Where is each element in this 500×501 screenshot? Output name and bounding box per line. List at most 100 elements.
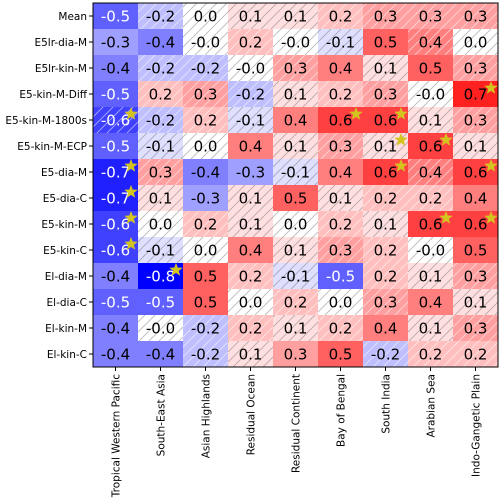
- cell-value-label: 0.1: [374, 216, 398, 234]
- cell-value-label: 0.0: [194, 8, 218, 26]
- cell-value-label: 0.0: [329, 294, 353, 312]
- cell-value-label: -0.4: [101, 60, 130, 78]
- significance-star: [394, 106, 408, 120]
- cell-value-label: 0.6: [464, 164, 488, 182]
- hatch-mark: [408, 341, 453, 367]
- heatmap-cell: [228, 237, 273, 263]
- heatmap-cell: [93, 29, 138, 55]
- cell-value-label: 0.6: [329, 112, 353, 130]
- hatch-mark: [318, 185, 363, 211]
- cell-value-label: -0.6: [101, 242, 130, 260]
- significance-star: [394, 132, 408, 146]
- row-labels: Mean E5lr-dia-M E5lr-kin-M E5-kin-M-Diff E5-…: [5, 11, 93, 361]
- cell-value-label: 0.0: [194, 242, 218, 260]
- hatch-mark: [183, 81, 228, 107]
- cell-value-label: 0.1: [464, 294, 488, 312]
- hatch-mark: [318, 29, 363, 55]
- cell-value-label: 0.4: [284, 112, 308, 130]
- cell-value-label: 0.1: [239, 346, 263, 364]
- cell-value-label: -0.1: [326, 34, 355, 52]
- hatch-mark: [408, 3, 453, 29]
- hatch-mark: [138, 237, 183, 263]
- significance-star: [394, 158, 408, 172]
- hatch-mark: [138, 159, 183, 185]
- cell-value-label: 0.3: [149, 164, 173, 182]
- row-label: E5lr-kin-M: [35, 63, 87, 75]
- hatch-mark: [183, 341, 228, 367]
- heatmap-cell: [93, 81, 138, 107]
- cell-value-label: -0.7: [101, 164, 130, 182]
- cell-values: -0.5 -0.2 0.0 0.1 0.1 0.2 0.3 0.3 0.3 -0.3 -0.4 -0.…: [101, 8, 488, 364]
- cell-value-label: 0.2: [419, 346, 443, 364]
- column-label: Residual Continent: [291, 374, 303, 473]
- cell-value-label: 0.2: [194, 112, 218, 130]
- cell-value-label: 0.2: [374, 242, 398, 260]
- cell-value-label: -0.6: [101, 112, 130, 130]
- cell-value-label: 0.1: [419, 112, 443, 130]
- cell-value-label: 0.3: [464, 268, 488, 286]
- hatch-mark: [183, 55, 228, 81]
- heatmap-cell: [228, 159, 273, 185]
- cell-value-label: -0.2: [146, 60, 175, 78]
- row-label: El-kin-C: [47, 349, 87, 361]
- cell-value-label: -0.1: [281, 268, 310, 286]
- hatch-mark: [183, 315, 228, 341]
- hatch-mark: [183, 107, 228, 133]
- cell-value-label: -0.5: [146, 294, 175, 312]
- heatmap-cell: [318, 263, 363, 289]
- cell-value-label: -0.4: [101, 346, 130, 364]
- hatch-overlay: [93, 3, 498, 367]
- cell-value-label: 0.2: [329, 8, 353, 26]
- row-label: E5-dia-M: [41, 167, 87, 179]
- cell-value-label: 0.2: [329, 320, 353, 338]
- cell-value-label: -0.2: [236, 86, 265, 104]
- cell-value-label: 0.1: [419, 268, 443, 286]
- hatch-mark: [273, 315, 318, 341]
- row-label: E5-kin-M-ECP: [17, 141, 87, 153]
- hatch-mark: [273, 55, 318, 81]
- cell-value-label: -0.1: [236, 112, 265, 130]
- column-label: Bay of Bengal: [336, 374, 348, 447]
- cell-value-label: -0.0: [416, 86, 445, 104]
- cell-value-label: -0.1: [146, 138, 175, 156]
- cell-value-label: 0.1: [419, 320, 443, 338]
- cell-value-label: 0.1: [284, 320, 308, 338]
- cell-value-label: -0.8: [146, 268, 175, 286]
- cell-value-label: 0.2: [374, 190, 398, 208]
- cell-value-label: -0.0: [281, 34, 310, 52]
- row-label: E5-kin-C: [43, 245, 87, 257]
- heatmap-cell: [273, 341, 318, 367]
- hatch-mark: [408, 107, 453, 133]
- hatch-mark: [363, 263, 408, 289]
- cell-value-label: 0.4: [419, 34, 443, 52]
- cell-value-label: -0.4: [191, 164, 220, 182]
- cell-value-label: -0.5: [326, 268, 355, 286]
- significance-star: [439, 132, 453, 146]
- cell-value-label: 0.0: [239, 294, 263, 312]
- cell-value-label: -0.4: [101, 268, 130, 286]
- cell-value-label: 0.4: [239, 242, 263, 260]
- cell-value-label: 0.0: [149, 216, 173, 234]
- cell-value-label: 0.3: [374, 86, 398, 104]
- cell-value-label: 0.4: [419, 294, 443, 312]
- heatmap-cell: [183, 185, 228, 211]
- cell-value-label: 0.1: [284, 138, 308, 156]
- heatmap-cell: [318, 159, 363, 185]
- cell-value-label: 0.6: [464, 216, 488, 234]
- cell-value-label: -0.4: [146, 346, 175, 364]
- cell-value-label: -0.5: [101, 138, 130, 156]
- cell-value-label: -0.5: [101, 86, 130, 104]
- heatmap-cell: [408, 55, 453, 81]
- hatch-mark: [408, 81, 453, 107]
- cell-value-label: 0.1: [149, 190, 173, 208]
- hatch-mark: [138, 81, 183, 107]
- hatch-mark: [273, 3, 318, 29]
- hatch-mark: [408, 29, 453, 55]
- column-label: Arabian Sea: [426, 374, 438, 438]
- cell-value-label: 0.1: [374, 138, 398, 156]
- hatch-mark: [228, 289, 273, 315]
- cell-value-label: -0.5: [101, 294, 130, 312]
- cell-value-label: 0.3: [284, 60, 308, 78]
- row-label: E5-kin-M-1800s: [5, 115, 87, 127]
- hatch-mark: [318, 81, 363, 107]
